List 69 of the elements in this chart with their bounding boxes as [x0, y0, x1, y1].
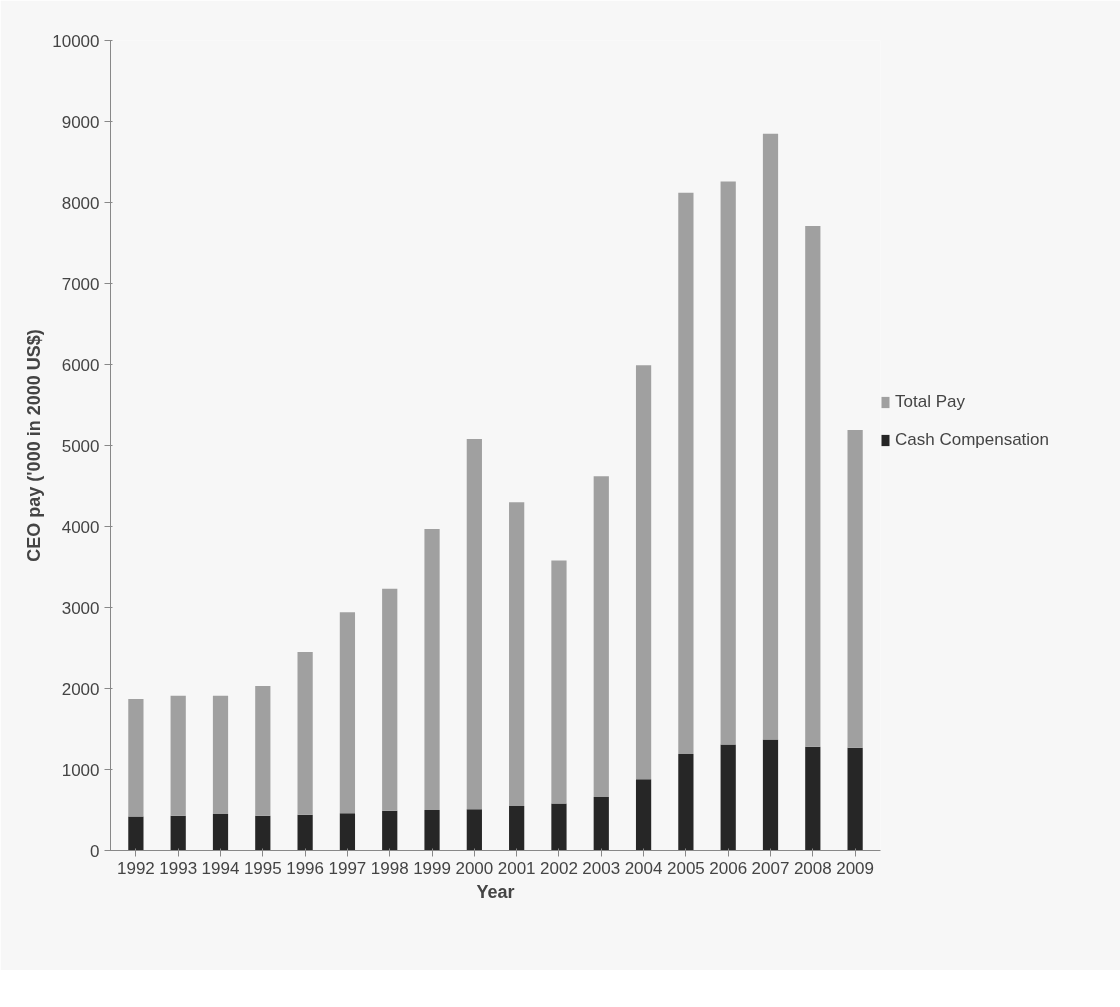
bar [212, 695, 229, 815]
bar [805, 225, 821, 747]
x-tick-label: 1992 [116, 858, 155, 878]
x-tick-label: 2000 [455, 858, 494, 878]
x-tick-label: 2008 [793, 858, 832, 878]
bar [170, 695, 186, 816]
x-tick-label: 2003 [582, 858, 621, 878]
y-tick-label: 8000 [61, 193, 100, 213]
bar [424, 528, 440, 810]
bar [551, 560, 567, 804]
x-tick-label: 2005 [666, 858, 705, 878]
bar [635, 365, 652, 780]
bar [339, 813, 356, 851]
y-tick-label: 10000 [52, 31, 100, 51]
bar [509, 805, 525, 851]
bar [382, 588, 398, 811]
bar [128, 816, 144, 851]
bar [551, 803, 567, 851]
bar [847, 747, 863, 851]
y-tick-label: 9000 [61, 112, 100, 132]
legend-label: Total Pay [895, 392, 965, 412]
bar [255, 815, 271, 851]
bar [720, 744, 736, 851]
x-tick-label: 1996 [286, 858, 325, 878]
bar [466, 809, 482, 851]
bar [297, 652, 313, 815]
bar [805, 746, 821, 851]
y-tick-label: 5000 [61, 436, 100, 456]
bar [678, 754, 694, 851]
legend-label: Cash Compensation [895, 430, 1050, 450]
bar [128, 699, 144, 817]
y-tick-label: 6000 [61, 355, 100, 375]
bar [466, 439, 482, 810]
x-tick-label: 2009 [836, 858, 875, 878]
x-tick-label: 2002 [540, 858, 578, 878]
x-tick-label: 2006 [709, 858, 748, 878]
x-tick-label: 2001 [497, 858, 536, 878]
x-tick-label: 1994 [201, 858, 240, 878]
bar [635, 779, 652, 851]
y-tick-label: 1000 [61, 760, 100, 780]
bar [847, 430, 863, 748]
bar [593, 797, 609, 851]
bar [678, 192, 694, 755]
y-tick-label: 7000 [61, 274, 100, 294]
bar [762, 133, 779, 740]
y-tick-label: 3000 [61, 598, 100, 618]
x-tick-label: 1995 [243, 858, 282, 878]
bar [297, 814, 313, 851]
x-tick-label: 1998 [370, 858, 409, 878]
y-tick-label: 0 [90, 841, 100, 861]
x-tick-label: 1993 [159, 858, 198, 878]
y-axis-title: CEO pay ('000 in 2000 US$) [24, 329, 45, 562]
bar [424, 810, 440, 851]
y-tick-label: 2000 [61, 679, 100, 699]
x-axis-title: Year [476, 881, 515, 902]
x-tick-label: 2007 [751, 858, 790, 878]
y-tick-label: 4000 [61, 517, 100, 537]
bar [720, 181, 736, 745]
bar [255, 686, 271, 816]
bar [170, 815, 186, 851]
bar [509, 502, 525, 806]
bar [382, 810, 398, 851]
bar [593, 476, 609, 798]
x-tick-label: 1999 [413, 858, 451, 878]
x-tick-label: 2004 [624, 858, 663, 878]
bar [762, 739, 779, 851]
bar [212, 814, 229, 851]
x-tick-label: 1997 [328, 858, 367, 878]
bar [339, 612, 356, 814]
